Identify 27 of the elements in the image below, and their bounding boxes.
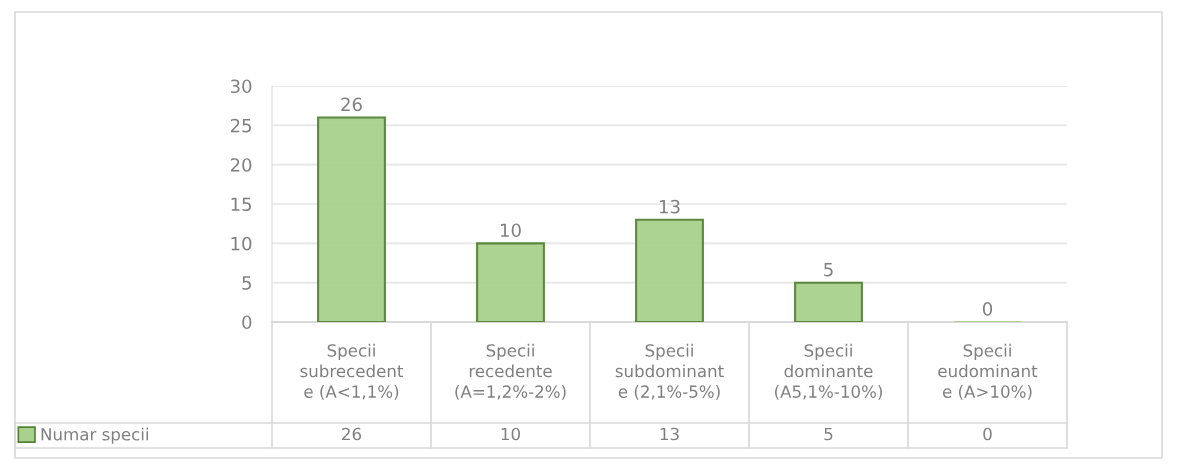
bar xyxy=(635,218,704,322)
x-tick-label: Specii subrecedent e (A<1,1%) xyxy=(300,343,404,400)
data-label: 5 xyxy=(824,427,833,441)
bar xyxy=(794,281,863,322)
x-tick-label: Specii dominante (A5,1%-10%) xyxy=(775,343,882,400)
annotation: 10 xyxy=(501,223,521,238)
y-tick-label: 15 xyxy=(231,197,251,212)
y-tick-label: 5 xyxy=(242,276,251,290)
x-tick-label: Specii subdominant e (2,1%-5%) xyxy=(615,343,724,400)
y-tick-label: 20 xyxy=(230,158,252,172)
y-tick-label: 25 xyxy=(230,118,251,133)
data-label: 10 xyxy=(501,427,520,441)
bar xyxy=(476,242,545,322)
legend-label: Numar specii xyxy=(41,427,149,444)
annotation: 0 xyxy=(982,302,993,316)
y-tick-label: 10 xyxy=(231,236,252,251)
y-tick-label: 0 xyxy=(242,315,252,330)
x-tick-label: Specii recedente (A=1,2%-2%) xyxy=(455,343,566,400)
data-label: 0 xyxy=(983,427,992,441)
annotation: 13 xyxy=(660,199,680,214)
annotation: 26 xyxy=(341,97,362,112)
y-tick-label: 30 xyxy=(230,79,252,94)
data-label: 13 xyxy=(660,427,679,441)
x-tick-label: Specii eudominant e (A>10%) xyxy=(938,343,1038,400)
bar xyxy=(317,116,386,322)
annotation: 5 xyxy=(824,262,833,277)
data-label: 26 xyxy=(342,427,362,441)
